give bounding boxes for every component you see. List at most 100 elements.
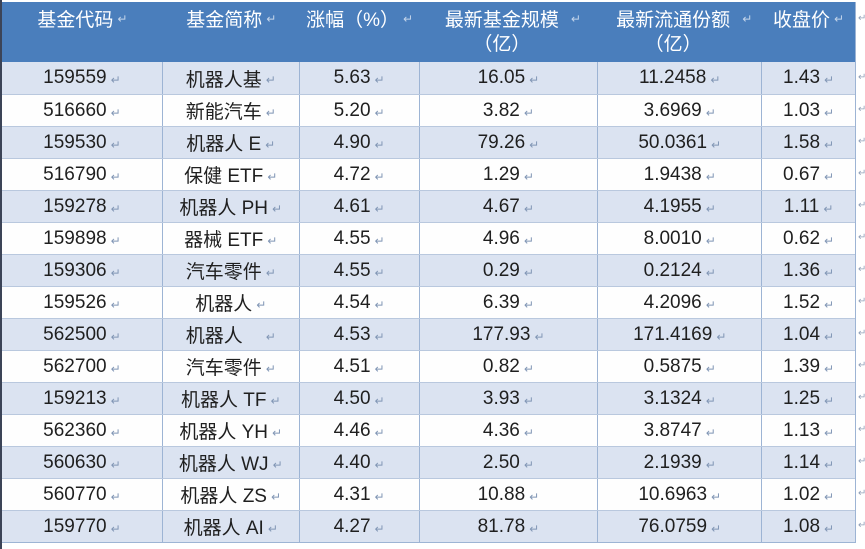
- cell-end-mark: ↵: [374, 329, 385, 344]
- cell-value: 4.2096: [643, 291, 702, 313]
- row-end-mark-strip: ↵ ↵ ↵ ↵ ↵ ↵ ↵ ↵ ↵ ↵ ↵ ↵ ↵ ↵ ↵ ↵: [858, 2, 865, 542]
- table-cell-code: 159898 ↵: [2, 223, 163, 254]
- cell-value: 4.55: [333, 259, 371, 281]
- cell-end-mark: ↵: [711, 489, 722, 504]
- table-cell-change: 4.54 ↵: [300, 287, 420, 318]
- row-end-mark: ↵: [858, 392, 865, 403]
- row-end-mark: ↵: [858, 296, 865, 307]
- table-cell-name: 机器人 PH ↵: [163, 191, 300, 222]
- cell-end-mark: ↵: [824, 361, 835, 376]
- table-cell-shares: 50.0361 ↵: [598, 127, 763, 158]
- table-cell-close: 0.67 ↵: [762, 159, 855, 190]
- cell-end-mark: ↵: [824, 169, 835, 184]
- row-end-slot: ↵: [858, 510, 865, 542]
- cell-value: 3.1324: [643, 387, 702, 409]
- cell-value: 1.36: [783, 259, 821, 281]
- row-end-mark: ↵: [858, 136, 865, 147]
- table-cell-code: 516790 ↵: [2, 159, 163, 190]
- cell-end-mark: ↵: [374, 425, 385, 440]
- cell-end-mark: ↵: [705, 233, 716, 248]
- cell-value: 81.78: [477, 515, 526, 537]
- table-cell-code: 516660 ↵: [2, 95, 163, 126]
- cell-end-mark: ↵: [110, 457, 121, 472]
- table-cell-scale: 4.67 ↵: [420, 191, 599, 222]
- table-cell-change: 5.20 ↵: [300, 95, 420, 126]
- table-cell-code: 159559 ↵: [2, 62, 163, 94]
- cell-end-mark: ↵: [110, 73, 121, 87]
- row-end-slot: ↵: [858, 286, 865, 318]
- cell-end-mark: ↵: [523, 361, 534, 376]
- cell-value: 机器人: [195, 294, 253, 315]
- cell-value: 4.51: [333, 355, 371, 377]
- table-cell-close: 1.36 ↵: [762, 255, 855, 286]
- cell-end-mark: ↵: [117, 12, 128, 26]
- cell-value: 562360: [43, 419, 107, 441]
- cell-value: 机器人: [185, 326, 262, 347]
- table-cell-name: 机器人 WJ ↵: [163, 447, 300, 478]
- cell-end-mark: ↵: [523, 425, 534, 440]
- cell-value: 560770: [43, 483, 107, 505]
- cell-value: 516790: [43, 163, 107, 185]
- cell-value: 4.50: [333, 387, 371, 409]
- table-row: 516660 ↵ 新能汽车 ↵ 5.20 ↵ 3.82 ↵ 3.6969 ↵ 1.03 ↵: [2, 94, 855, 126]
- cell-end-mark: ↵: [374, 73, 385, 87]
- cell-value: 159526: [43, 291, 107, 313]
- table-cell-change: 5.63 ↵: [300, 62, 420, 94]
- cell-end-mark: ↵: [523, 457, 534, 472]
- table-cell-code: 159770 ↵: [2, 511, 163, 542]
- row-end-slot: ↵: [858, 382, 865, 414]
- cell-value: 0.2124: [643, 259, 702, 281]
- row-end-slot: ↵: [858, 318, 865, 350]
- table-cell-scale: 79.26 ↵: [420, 127, 599, 158]
- table-cell-close: 1.25 ↵: [762, 383, 855, 414]
- column-header-label: 基金代码: [37, 10, 114, 31]
- cell-end-mark: ↵: [705, 297, 716, 312]
- table-cell-scale: 177.93 ↵: [420, 319, 599, 350]
- table-cell-scale: 2.50 ↵: [420, 447, 599, 478]
- cell-end-mark: ↵: [270, 393, 281, 408]
- cell-end-mark: ↵: [523, 105, 534, 120]
- cell-value: 159278: [43, 195, 107, 217]
- cell-value: 159530: [43, 131, 107, 153]
- cell-end-mark: ↵: [374, 137, 385, 152]
- cell-value: 159559: [43, 67, 107, 88]
- cell-end-mark: ↵: [374, 297, 385, 312]
- table-cell-name: 机器人 TF ↵: [163, 383, 300, 414]
- cell-end-mark: ↵: [110, 329, 121, 344]
- row-end-slot: ↵: [858, 158, 865, 190]
- table-cell-scale: 4.96 ↵: [420, 223, 599, 254]
- cell-end-mark: ↵: [272, 425, 283, 440]
- row-end-mark: ↵: [858, 360, 865, 371]
- cell-end-mark: ↵: [374, 265, 385, 280]
- cell-value: 177.93: [472, 323, 531, 345]
- table-cell-close: 1.13 ↵: [762, 415, 855, 446]
- cell-value: 1.43: [783, 67, 821, 88]
- row-end-slot: ↵: [858, 254, 865, 286]
- cell-end-mark: ↵: [824, 393, 835, 408]
- cell-end-mark: ↵: [110, 393, 121, 408]
- cell-end-mark: ↵: [266, 12, 277, 26]
- cell-end-mark: ↵: [824, 297, 835, 312]
- cell-end-mark: ↵: [705, 361, 716, 376]
- cell-end-mark: ↵: [824, 329, 835, 344]
- table-cell-shares: 4.1955 ↵: [598, 191, 763, 222]
- row-end-slot: ↵: [858, 126, 865, 158]
- cell-end-mark: ↵: [705, 169, 716, 184]
- cell-value: 机器人 E: [186, 134, 262, 155]
- table-cell-shares: 0.2124 ↵: [598, 255, 763, 286]
- cell-end-mark: ↵: [110, 521, 121, 536]
- cell-end-mark: ↵: [403, 12, 414, 26]
- table-cell-name: 机器人基 ↵: [163, 62, 300, 94]
- table-cell-change: 4.55 ↵: [300, 223, 420, 254]
- cell-value: 0.5875: [643, 355, 702, 377]
- row-end-slot: ↵: [858, 190, 865, 222]
- cell-value: 159770: [43, 515, 107, 537]
- table-cell-scale: 0.29 ↵: [420, 255, 599, 286]
- table-cell-change: 4.90 ↵: [300, 127, 420, 158]
- cell-value: 159213: [43, 387, 107, 409]
- table-cell-shares: 11.2458 ↵: [598, 62, 763, 94]
- table-cell-change: 4.55 ↵: [300, 255, 420, 286]
- row-end-slot: ↵: [858, 2, 865, 62]
- cell-end-mark: ↵: [374, 489, 385, 504]
- table-cell-shares: 171.4169 ↵: [598, 319, 763, 350]
